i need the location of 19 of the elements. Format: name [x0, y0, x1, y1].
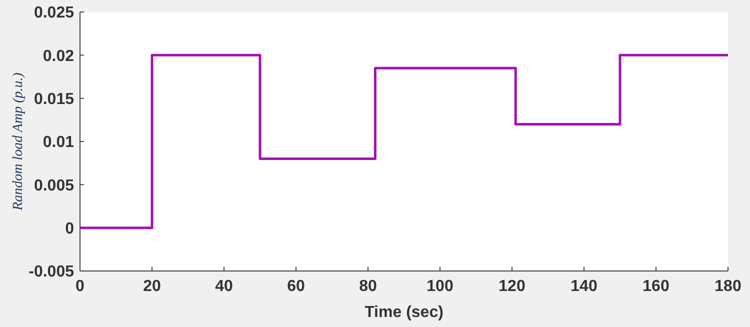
- x-tick-label: 160: [642, 278, 670, 295]
- x-tick-label: 60: [287, 278, 305, 295]
- x-tick-label: 20: [143, 278, 161, 295]
- y-tick-label: 0: [65, 220, 74, 238]
- x-tick-label: 120: [498, 278, 526, 295]
- x-axis-title: Time (sec): [364, 304, 444, 321]
- x-tick-label: 180: [714, 278, 742, 295]
- x-tick-label: 140: [570, 278, 598, 295]
- y-tick-label: 0.01: [42, 134, 74, 152]
- y-tick-label: 0.025: [34, 4, 74, 22]
- y-tick-label: 0.015: [34, 90, 74, 108]
- y-tick-label: -0.005: [28, 264, 74, 281]
- x-tick-label: 0: [76, 278, 85, 295]
- x-tick-label: 100: [426, 278, 454, 295]
- x-tick-label: 40: [215, 278, 233, 295]
- y-tick-label: 0.005: [34, 177, 74, 194]
- x-tick-label: 80: [359, 278, 377, 295]
- y-axis-title: Random load Amp (p.u.): [11, 72, 26, 212]
- y-tick-label: 0.02: [42, 48, 74, 65]
